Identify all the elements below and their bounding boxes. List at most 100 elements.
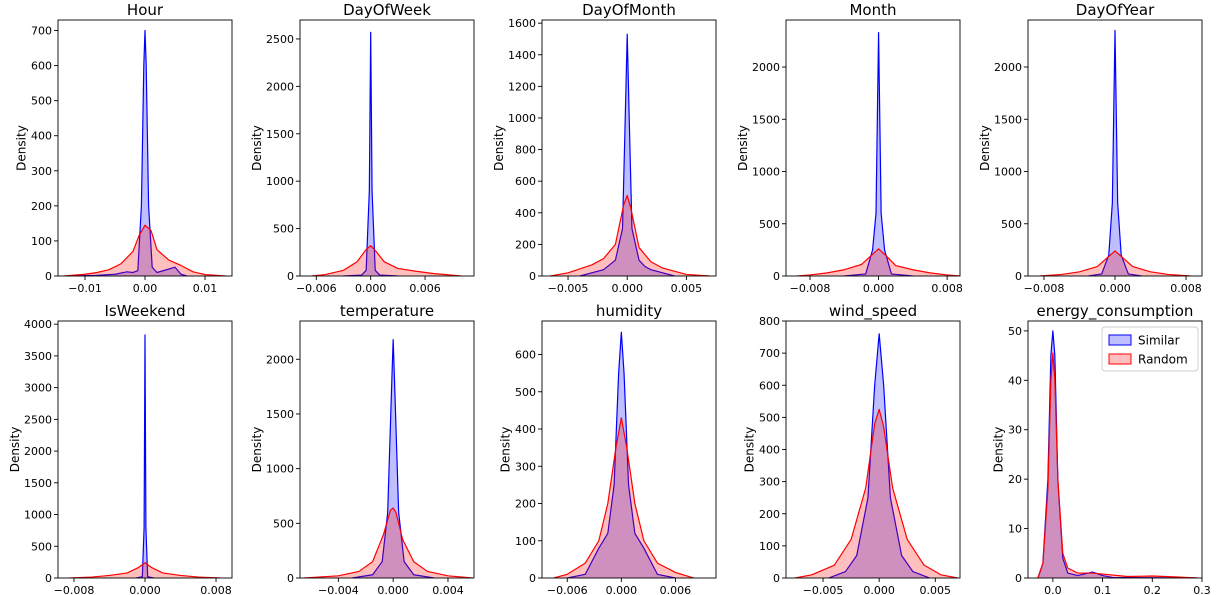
y-axis-label: Density — [492, 125, 506, 171]
y-tick-label: 2000 — [994, 61, 1022, 74]
similar-density-fill — [67, 30, 187, 276]
x-tick-label: 0.006 — [660, 584, 692, 595]
y-tick-label: 0 — [45, 270, 52, 283]
plot-area — [63, 29, 227, 276]
y-tick-label: 700 — [31, 25, 52, 38]
x-tick-label: 0.008 — [931, 282, 963, 295]
plot-area — [304, 338, 473, 578]
x-tick-label: 0.000 — [611, 282, 643, 295]
x-tick-label: 0.004 — [432, 584, 464, 595]
y-tick-label: 1600 — [508, 17, 536, 30]
panel-dayofyear: 0 500 1000 1500 2000 −0.008 0.000 0.008 DayOfYea… — [978, 1, 1203, 295]
random-density-fill — [311, 245, 462, 276]
panel-month: 0 500 1000 1500 2000 −0.008 0.000 0.008 Month Den… — [736, 1, 963, 295]
plot-area — [550, 33, 711, 276]
panel-energy-consumption: 0 10 20 30 40 50 0.0 0.1 0.2 0.3 energy_consumptio… — [991, 302, 1210, 595]
x-tick-label: −0.006 — [547, 584, 588, 595]
similar-density-line — [66, 29, 188, 276]
plot-area — [553, 331, 694, 578]
similar-density-fill — [352, 339, 435, 578]
panel-dayofmonth: 0 200 400 600 800 1000 1200 1400 1600 −0.005 0.000… — [492, 1, 717, 295]
y-tick-label: 500 — [273, 223, 294, 236]
y-tick-label: 100 — [31, 235, 52, 248]
y-tick-label: 1000 — [266, 463, 294, 476]
y-tick-label: 600 — [759, 379, 780, 392]
similar-density-line — [343, 31, 398, 276]
y-tick-label: 300 — [515, 460, 536, 473]
x-tick-label: 0.3 — [1193, 584, 1211, 595]
y-tick-label: 500 — [759, 411, 780, 424]
y-tick-label: 500 — [273, 517, 294, 530]
x-tick-label: 0.006 — [409, 282, 441, 295]
y-tick-label: 3500 — [24, 350, 52, 363]
panel-isweekend: 0 500 1000 1500 2000 2500 3000 3500 4000 −0.008 0.… — [8, 302, 233, 595]
y-tick-label: 400 — [759, 444, 780, 457]
random-density-fill — [1037, 353, 1198, 578]
legend-label-random: Random — [1138, 353, 1188, 367]
y-tick-label: 1000 — [752, 166, 780, 179]
y-tick-label: 1000 — [508, 112, 536, 125]
axes-frame — [541, 19, 717, 277]
y-axis-label: Density — [250, 125, 264, 171]
random-density-line — [797, 248, 960, 276]
y-tick-label: 20 — [1008, 473, 1022, 486]
y-tick-label: 200 — [515, 238, 536, 251]
y-tick-label: 2000 — [266, 353, 294, 366]
y-tick-label: 300 — [31, 165, 52, 178]
y-tick-label: 400 — [515, 423, 536, 436]
y-axis-label: Density — [499, 427, 513, 473]
panel-title: wind_speed — [829, 302, 917, 321]
random-density-fill — [550, 195, 711, 276]
x-tick-label: −0.01 — [68, 282, 102, 295]
y-tick-label: 200 — [759, 508, 780, 521]
y-tick-label: 10 — [1008, 523, 1022, 536]
panel-title: Hour — [127, 1, 164, 19]
x-tick-label: −0.008 — [54, 584, 95, 595]
y-tick-label: 1000 — [24, 509, 52, 522]
panel-title: DayOfYear — [1076, 1, 1155, 19]
axes-frame — [299, 19, 475, 277]
y-tick-label: 300 — [759, 476, 780, 489]
y-axis-label: Density — [991, 427, 1005, 473]
y-tick-label: 600 — [31, 60, 52, 73]
x-tick-label: −0.008 — [790, 282, 831, 295]
random-density-fill — [64, 225, 226, 276]
panel-wind-speed: 0 100 200 300 400 500 600 700 800 −0.005 0.000 0.00… — [743, 302, 961, 595]
x-tick-label: 0.01 — [193, 282, 218, 295]
y-axis-label: Density — [8, 427, 22, 473]
y-tick-label: 700 — [759, 347, 780, 360]
axes-frame — [541, 320, 717, 579]
y-tick-label: 1500 — [994, 113, 1022, 126]
x-tick-label: 0.005 — [920, 584, 952, 595]
y-tick-label: 0 — [773, 572, 780, 585]
x-tick-label: 0.008 — [1170, 282, 1202, 295]
panel-title: IsWeekend — [104, 302, 185, 320]
similar-density-fill — [828, 333, 930, 578]
random-density-line — [1039, 250, 1191, 276]
y-tick-label: 1500 — [266, 128, 294, 141]
random-density-fill — [69, 562, 221, 578]
x-tick-label: 0.000 — [606, 584, 638, 595]
y-tick-label: 500 — [31, 95, 52, 108]
y-tick-label: 1500 — [266, 408, 294, 421]
similar-density-line — [1088, 29, 1142, 276]
panel-title: energy_consumption — [1037, 302, 1194, 321]
random-density-line — [1037, 352, 1198, 578]
plot-area — [69, 334, 221, 578]
similar-density-fill — [1037, 330, 1198, 578]
x-tick-label: −0.005 — [548, 282, 589, 295]
random-density-line — [311, 245, 462, 276]
legend-box — [1101, 326, 1199, 372]
panel-temperature: 0 500 1000 1500 2000 −0.004 0.000 0.004 temperat… — [250, 302, 475, 595]
y-axis-label: Density — [743, 427, 757, 473]
similar-legend-swatch — [1108, 334, 1132, 346]
x-tick-label: 0.000 — [1099, 282, 1131, 295]
y-tick-label: 600 — [515, 349, 536, 362]
x-tick-label: 0.0 — [1044, 584, 1062, 595]
x-tick-label: −0.006 — [296, 282, 337, 295]
y-tick-label: 400 — [515, 207, 536, 220]
y-tick-label: 1200 — [508, 80, 536, 93]
plot-area — [311, 31, 462, 276]
y-tick-label: 100 — [515, 535, 536, 548]
similar-density-line — [844, 31, 913, 276]
